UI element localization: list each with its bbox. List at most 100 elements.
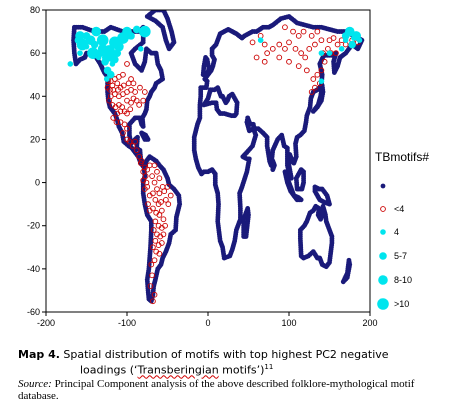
coastline-dot (202, 71, 208, 77)
motif-point-low (276, 41, 283, 48)
coastline-dot (312, 186, 318, 192)
motif-point-small (137, 46, 144, 52)
motif-point-low (321, 58, 328, 65)
motif-point-low (151, 179, 158, 186)
motif-point-low (292, 45, 299, 52)
caption-text-line2a: loadings (‘ (80, 363, 138, 377)
motif-point-low (141, 164, 148, 171)
motif-point-small (326, 50, 333, 56)
x-tick-label: 100 (281, 318, 296, 328)
y-tick-label: -20 (27, 221, 40, 231)
motif-point-xlarge (117, 32, 129, 44)
motif-point-low (160, 216, 167, 223)
motif-point-low (300, 28, 307, 35)
motif-point-low (249, 39, 256, 46)
motif-point-low (133, 97, 140, 104)
caption-footnote-marker: 11 (264, 363, 274, 371)
motif-point-low (110, 115, 117, 121)
motif-point-low (149, 173, 155, 179)
caption-label: Map 4. (18, 348, 60, 361)
motif-point-low (156, 190, 163, 197)
legend-label: <4 (394, 204, 404, 214)
motif-point-xlarge (76, 38, 89, 51)
x-tick-label: -200 (37, 318, 55, 328)
motif-point-low (155, 242, 162, 248)
motif-point-low (151, 291, 158, 298)
y-tick-label: 20 (30, 134, 40, 144)
motif-point-low (160, 231, 167, 238)
motif-point-xlarge (96, 34, 109, 46)
motif-point-low (154, 186, 160, 192)
motif-points-layer (67, 24, 363, 305)
motif-point-low (138, 158, 145, 164)
coastline-dot (299, 226, 305, 231)
motif-point-low (282, 45, 288, 52)
motif-point-low (124, 61, 130, 67)
motif-point-large (351, 31, 362, 41)
coastline-dot (294, 178, 299, 183)
motif-point-low (312, 84, 318, 91)
motif-point-low (106, 97, 113, 104)
coastline-dot (146, 14, 152, 20)
motif-point-low (126, 138, 133, 145)
motif-point-xlarge (139, 25, 151, 38)
coastline-dot (292, 194, 298, 200)
legend-marker-high (377, 298, 389, 310)
motif-point-low (115, 86, 121, 93)
motif-point-low (150, 205, 156, 212)
motif-point-low (295, 33, 302, 39)
motif-point-low (282, 24, 288, 31)
motif-point-low (148, 261, 155, 268)
motif-point-low (333, 50, 339, 56)
y-tick-label: -40 (27, 264, 40, 274)
legend-label: 5-7 (394, 251, 407, 261)
motif-point-low (146, 192, 153, 199)
motif-point-low (163, 196, 169, 203)
motif-point-low (120, 82, 127, 89)
motif-point-xlarge (87, 47, 99, 59)
motif-point-low (154, 168, 160, 175)
motif-point-low (140, 177, 147, 184)
motif-point-large (75, 31, 85, 41)
motif-point-low (129, 143, 136, 149)
motif-point-low (156, 212, 163, 218)
coastline-dot (270, 165, 276, 170)
motif-point-low (136, 102, 143, 108)
source-label: Source: (18, 378, 52, 390)
coastline-dot (311, 107, 317, 113)
motif-point-large (85, 35, 96, 45)
motif-point-low (140, 97, 147, 104)
figure-caption: Map 4. Spatial distribution of motifs wi… (18, 348, 448, 377)
motif-point-low (318, 37, 325, 44)
motif-point-medium (348, 40, 356, 49)
motif-point-low (261, 41, 268, 48)
motif-point-low (295, 63, 302, 69)
motif-point-low (261, 58, 268, 65)
motif-point-low (167, 192, 174, 199)
legend-marker-high (380, 229, 386, 235)
motif-point-low (308, 33, 315, 39)
motif-point-low (334, 41, 341, 48)
legend-label: >10 (394, 299, 409, 309)
y-tick-label: 60 (30, 48, 40, 58)
motif-point-low (120, 130, 126, 136)
motif-point-low (142, 173, 149, 179)
caption-text-line2c: motifs’) (218, 363, 265, 377)
motif-point-low (141, 89, 148, 95)
legend-label: 4 (394, 227, 399, 237)
motif-point-low (303, 67, 310, 74)
motif-point-low (128, 99, 134, 106)
motif-point-low (312, 41, 318, 48)
motif-point-low (253, 54, 260, 61)
legend-marker-low (380, 206, 386, 212)
x-tick-label: -100 (118, 318, 136, 328)
motif-point-medium (132, 25, 141, 34)
motif-point-low (127, 106, 134, 113)
figure-source: Source: Principal Component analysis of … (18, 378, 448, 402)
motif-point-low (318, 67, 325, 74)
motif-point-low (310, 76, 317, 82)
coastline-dot (139, 132, 145, 137)
legend-title: TBmotifs# (375, 150, 429, 164)
